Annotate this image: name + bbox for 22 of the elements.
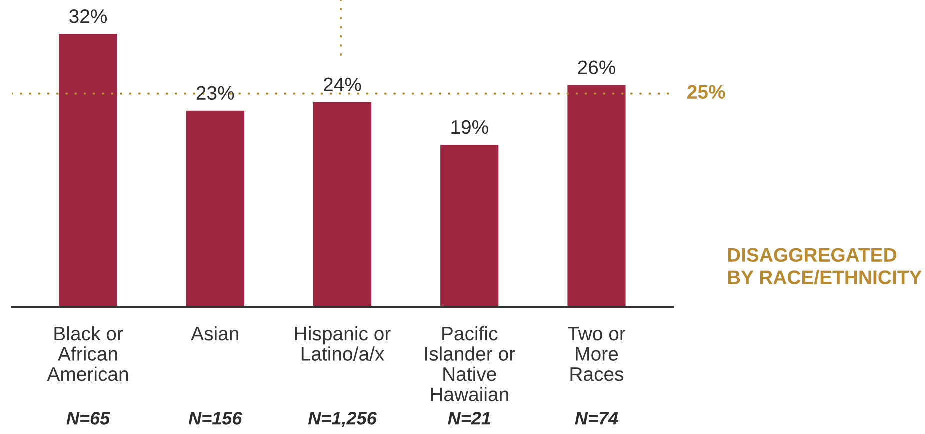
data-label: 24% [324,78,362,92]
bar [186,110,244,307]
x-tick-label: Asian [191,326,238,341]
text: N=74 [575,412,618,425]
text: N=1,256 [308,412,377,428]
bar [440,144,499,307]
bar [59,34,118,307]
text: N=21 [448,412,490,425]
data-label: 26% [578,60,616,74]
data-label: 23% [196,86,234,100]
data-label: 19% [452,120,488,134]
x-tick-label: Two or More Races [568,327,626,382]
x-tick-label: Pacific Islander or Native Hawaiian [425,326,516,402]
text: N=65 [66,412,110,425]
x-tick-label: Hispanic or Latino/a/x [295,326,391,361]
text: DISAGGREGATED BY RACE/ETHNICITY [728,248,922,285]
bar [313,102,372,307]
x-tick-label: Black or African American [47,326,128,382]
ref-line-label: 25% [688,85,726,100]
text: N=156 [188,412,242,425]
data-label: 32% [70,10,108,24]
bar [568,85,626,307]
